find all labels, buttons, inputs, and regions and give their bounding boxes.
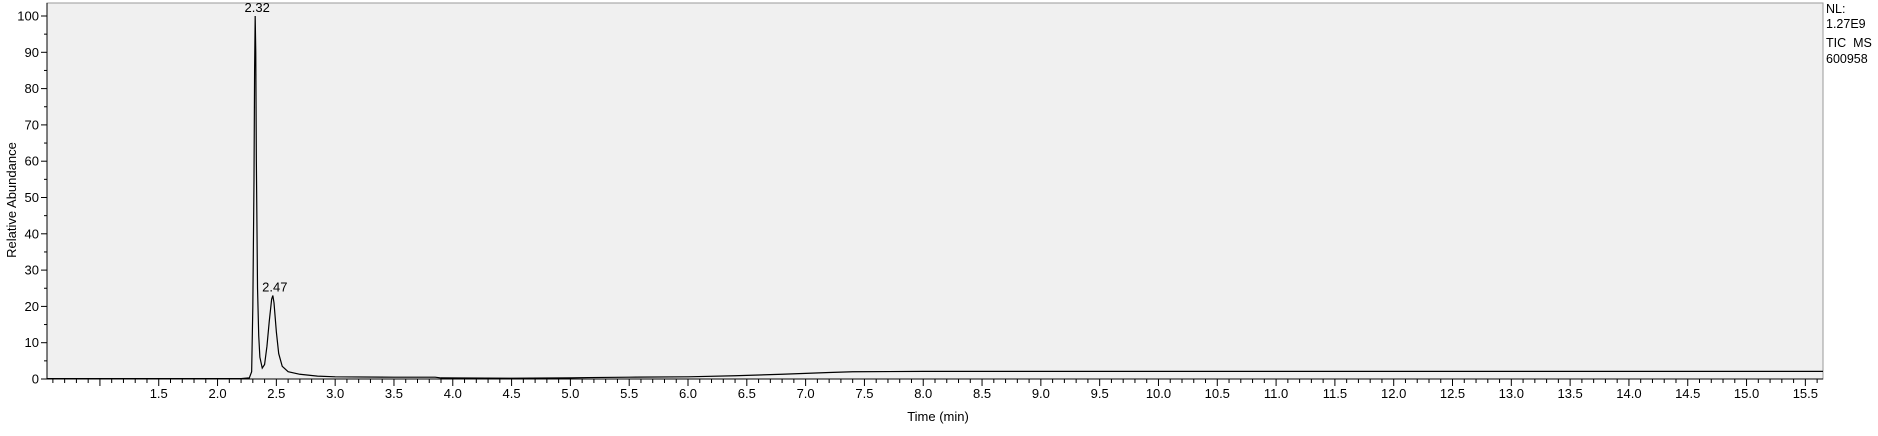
label-layer: 1.5 2.0 2.5 3.0 3.5 4.0 4.5 5.0 5.5 6.0 6.5 7.0 7.5 8… [17,0,1818,401]
y-tick-label: 20 [25,299,39,314]
x-tick-label: 15.5 [1793,386,1818,401]
tick-layer [41,15,1818,386]
x-tick-label: 7.5 [855,386,873,401]
x-tick-label: 5.0 [561,386,579,401]
nl-label: NL: [1826,2,1845,16]
y-axis-title: Relative Abundance [4,142,19,258]
y-tick-label: 100 [17,9,39,24]
x-tick-label: 2.5 [267,386,285,401]
x-tick-label: 3.5 [385,386,403,401]
peak-label: 2.47 [262,280,287,295]
x-tick-label: 1.5 [150,386,168,401]
x-tick-label: 7.0 [797,386,815,401]
file-id: 600958 [1826,52,1868,66]
nl-value: 1.27E9 [1826,17,1866,31]
y-tick-label: 90 [25,45,39,60]
x-tick-label: 10.5 [1205,386,1230,401]
x-tick-label: 4.0 [444,386,462,401]
x-tick-label: 12.5 [1440,386,1465,401]
scan-type: TIC MS [1826,36,1872,50]
x-tick-label: 5.5 [620,386,638,401]
x-tick-label: 11.5 [1323,386,1347,401]
x-tick-label: 8.5 [973,386,991,401]
y-tick-label: 80 [25,81,39,96]
x-tick-label: 15.0 [1734,386,1759,401]
y-tick-label: 70 [25,117,39,132]
x-tick-label: 14.5 [1675,386,1700,401]
y-tick-label: 10 [25,335,39,350]
x-tick-label: 14.0 [1616,386,1641,401]
y-tick-label: 50 [25,190,39,205]
x-tick-label: 4.5 [503,386,521,401]
x-tick-label: 6.5 [738,386,756,401]
x-tick-label: 12.0 [1381,386,1406,401]
x-axis-title: Time (min) [907,409,969,424]
plot-area [46,2,1824,380]
x-tick-label: 13.0 [1499,386,1524,401]
x-tick-label: 13.5 [1557,386,1582,401]
y-tick-label: 60 [25,154,39,169]
y-tick-label: 40 [25,226,39,241]
x-tick-label: 3.0 [326,386,344,401]
x-tick-label: 10.0 [1146,386,1171,401]
x-tick-label: 2.0 [209,386,227,401]
y-tick-label: 30 [25,263,39,278]
x-tick-label: 8.0 [914,386,932,401]
peak-label: 2.32 [245,0,270,15]
y-tick-label: 0 [32,372,39,387]
x-tick-label: 9.5 [1091,386,1109,401]
x-tick-label: 9.0 [1032,386,1050,401]
nl-info-block: NL: 1.27E9 TIC MS 600958 [1826,2,1872,66]
tic-trace-line [47,15,1823,380]
x-tick-label: 6.0 [679,386,697,401]
x-tick-label: 11.0 [1264,386,1288,401]
